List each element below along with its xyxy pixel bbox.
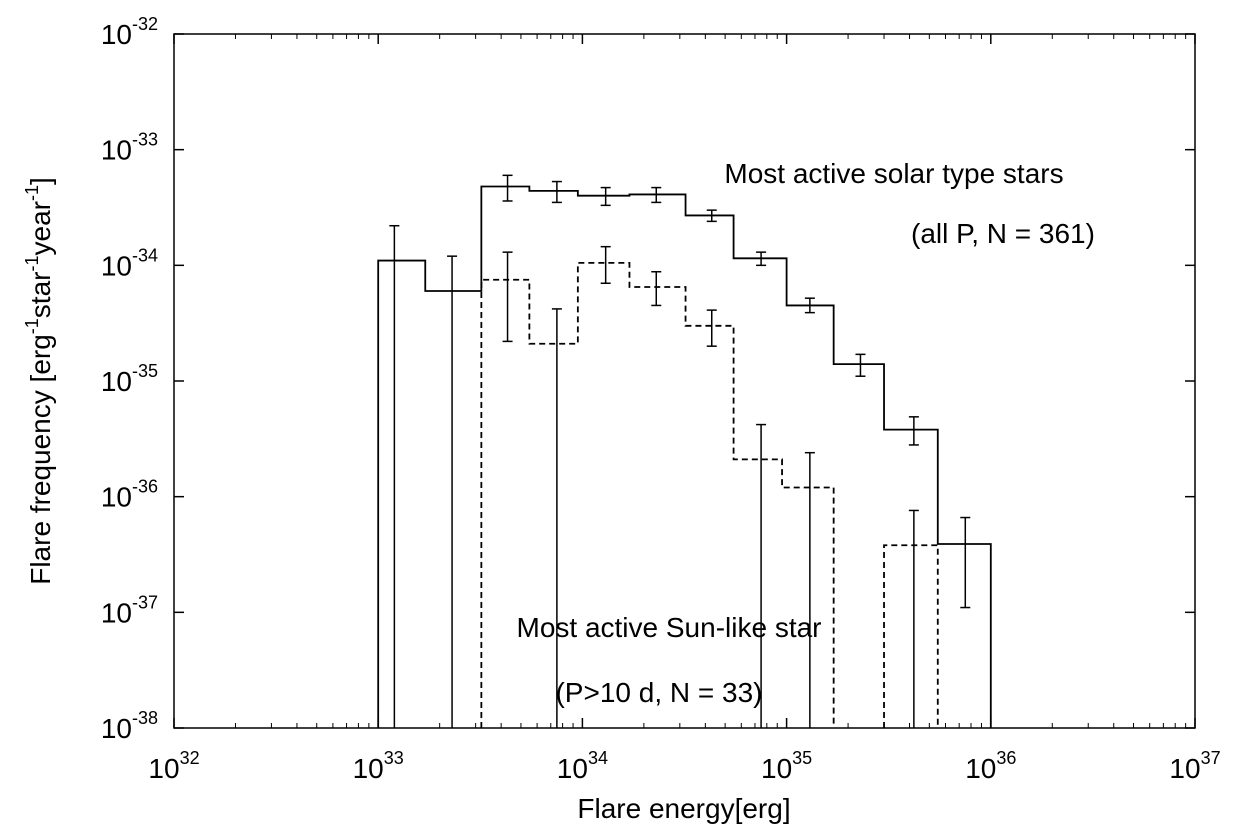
x-tick-label: 1033 (353, 748, 404, 784)
x-tick-exp: 36 (996, 748, 1016, 768)
histogram-step-line (480, 261, 939, 728)
annotation-solar-line1: Most active solar type stars (724, 158, 1063, 189)
x-tick-base: 10 (965, 753, 996, 784)
annotation-sunlike-line2: (P>10 d, N = 33) (555, 677, 762, 708)
y-tick-label: 10-36 (101, 477, 158, 513)
y-tick-base: 10 (101, 366, 132, 397)
x-tick-exp: 33 (384, 748, 404, 768)
y-label-sup2: -1 (22, 255, 42, 271)
y-label-mid2: year (25, 201, 56, 255)
x-tick-base: 10 (1169, 753, 1200, 784)
y-tick-base: 10 (101, 482, 132, 513)
y-tick-label: 10-35 (101, 361, 158, 397)
y-tick-base: 10 (101, 597, 132, 628)
y-tick-label: 10-34 (101, 245, 158, 281)
series-sun-like-star (480, 245, 939, 728)
x-tick-exp: 37 (1201, 748, 1221, 768)
y-label-mid1: star (25, 272, 56, 319)
y-tick-label: 10-32 (101, 14, 158, 50)
y-axis-label: Flare frequency [erg-1star-1year-1] (22, 177, 56, 585)
series-solar-type-stars (377, 174, 992, 728)
y-tick-base: 10 (101, 250, 132, 281)
y-tick-exp: -37 (132, 592, 158, 612)
x-tick-base: 10 (148, 753, 179, 784)
x-tick-labels: 1032 1033 1034 1035 1036 1037 (148, 748, 1220, 784)
x-tick-label: 1032 (148, 748, 199, 784)
y-tick-base: 10 (101, 713, 132, 744)
y-tick-exp: -32 (132, 14, 158, 34)
y-label-prefix: Flare frequency [erg (25, 334, 56, 585)
y-label-sup3: -1 (22, 185, 42, 201)
x-tick-base: 10 (557, 753, 588, 784)
y-label-suffix: ] (25, 177, 56, 185)
x-tick-base: 10 (353, 753, 384, 784)
x-axis-label: Flare energy[erg] (577, 793, 790, 824)
y-tick-exp: -34 (132, 245, 158, 265)
y-tick-exp: -35 (132, 361, 158, 381)
histogram-step-line (377, 185, 992, 728)
y-tick-base: 10 (101, 19, 132, 50)
y-tick-exp: -38 (132, 708, 158, 728)
x-tick-exp: 34 (588, 748, 608, 768)
x-tick-exp: 35 (792, 748, 812, 768)
x-tick-label: 1035 (761, 748, 812, 784)
y-label-sup1: -1 (22, 318, 42, 334)
x-tick-label: 1037 (1169, 748, 1220, 784)
annotation-sunlike-line1: Most active Sun-like star (517, 612, 822, 643)
y-tick-base: 10 (101, 135, 132, 166)
x-tick-base: 10 (761, 753, 792, 784)
x-tick-label: 1036 (965, 748, 1016, 784)
y-tick-label: 10-38 (101, 708, 158, 744)
y-tick-exp: -36 (132, 477, 158, 497)
x-tick-exp: 32 (180, 748, 200, 768)
y-tick-label: 10-37 (101, 592, 158, 628)
y-tick-exp: -33 (132, 130, 158, 150)
y-tick-label: 10-33 (101, 130, 158, 166)
annotation-solar-line2: (all P, N = 361) (911, 218, 1095, 249)
x-tick-label: 1034 (557, 748, 608, 784)
series-layer (377, 174, 992, 728)
